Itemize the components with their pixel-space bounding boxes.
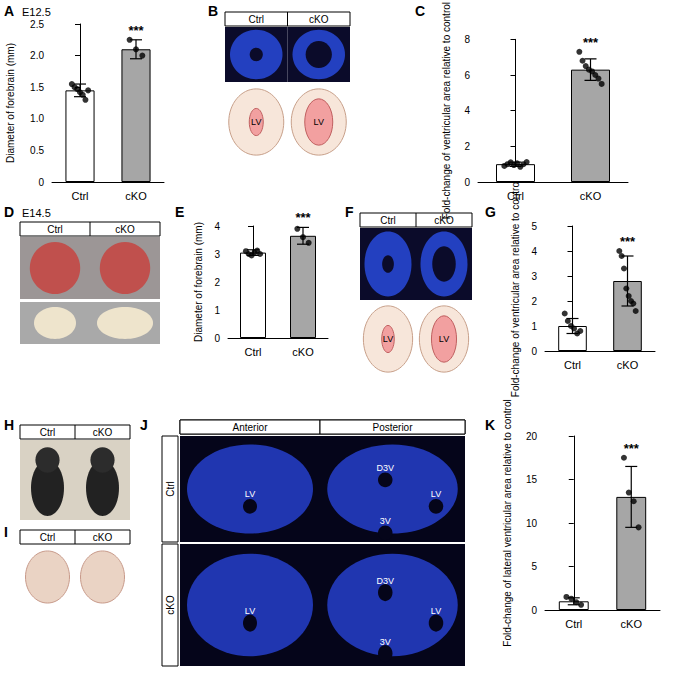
svg-text:Ctrl: Ctrl xyxy=(507,190,524,202)
svg-text:D3V: D3V xyxy=(376,463,394,473)
svg-text:Diameter of forebrain (mm): Diameter of forebrain (mm) xyxy=(5,43,16,163)
svg-text:D: D xyxy=(4,204,14,220)
svg-text:Ctrl: Ctrl xyxy=(244,346,261,358)
svg-text:LV: LV xyxy=(314,117,324,127)
svg-text:Ctrl: Ctrl xyxy=(40,532,56,543)
svg-text:Diameter of forebrain (mm): Diameter of forebrain (mm) xyxy=(193,222,204,342)
svg-text:0.5: 0.5 xyxy=(30,145,44,156)
svg-text:Ctrl: Ctrl xyxy=(71,190,88,202)
svg-text:Ctrl: Ctrl xyxy=(565,618,582,630)
svg-text:0: 0 xyxy=(531,346,537,357)
svg-text:A: A xyxy=(4,3,14,19)
svg-text:3: 3 xyxy=(531,271,537,282)
svg-text:cKO: cKO xyxy=(434,215,454,226)
svg-text:2: 2 xyxy=(531,296,537,307)
svg-text:***: *** xyxy=(295,210,311,225)
svg-text:Fold-change of ventricular are: Fold-change of ventricular area relative… xyxy=(510,180,521,397)
svg-text:cKO: cKO xyxy=(621,618,643,630)
svg-text:LV: LV xyxy=(431,489,441,499)
svg-text:LV: LV xyxy=(383,334,393,344)
svg-text:***: *** xyxy=(128,23,144,38)
svg-text:LV: LV xyxy=(251,117,261,127)
svg-text:2: 2 xyxy=(214,277,220,288)
svg-text:F: F xyxy=(345,204,354,220)
svg-text:cKO: cKO xyxy=(125,190,147,202)
svg-text:***: *** xyxy=(624,441,640,456)
svg-text:Ctrl: Ctrl xyxy=(40,427,56,438)
svg-text:Anterior: Anterior xyxy=(232,422,268,433)
svg-text:2: 2 xyxy=(464,141,470,152)
svg-text:Ctrl: Ctrl xyxy=(248,14,264,25)
svg-text:1.5: 1.5 xyxy=(30,82,44,93)
svg-text:I: I xyxy=(4,524,8,540)
svg-text:6: 6 xyxy=(464,70,470,81)
svg-text:3: 3 xyxy=(214,249,220,260)
svg-text:4: 4 xyxy=(531,246,537,257)
svg-text:B: B xyxy=(208,3,218,19)
svg-text:C: C xyxy=(415,3,425,19)
svg-text:8: 8 xyxy=(464,34,470,45)
svg-text:5: 5 xyxy=(531,561,537,572)
svg-text:***: *** xyxy=(583,35,599,50)
svg-text:4: 4 xyxy=(464,105,470,116)
svg-text:Fold-change of ventricular are: Fold-change of ventricular area relative… xyxy=(441,2,452,219)
svg-text:Ctrl: Ctrl xyxy=(564,359,581,371)
svg-text:0: 0 xyxy=(38,177,44,188)
svg-text:cKO: cKO xyxy=(309,14,329,25)
svg-text:3V: 3V xyxy=(380,516,391,526)
svg-text:1: 1 xyxy=(531,321,537,332)
svg-text:D3V: D3V xyxy=(376,576,394,586)
svg-text:LV: LV xyxy=(245,606,255,616)
svg-text:cKO: cKO xyxy=(580,190,602,202)
svg-text:0: 0 xyxy=(464,177,470,188)
svg-text:LV: LV xyxy=(245,489,255,499)
svg-text:cKO: cKO xyxy=(93,532,113,543)
svg-text:J: J xyxy=(140,417,148,433)
svg-text:Posterior: Posterior xyxy=(372,422,413,433)
svg-text:E14.5: E14.5 xyxy=(22,207,51,219)
svg-text:E: E xyxy=(175,204,184,220)
svg-text:0: 0 xyxy=(214,333,220,344)
svg-text:Ctrl: Ctrl xyxy=(47,224,63,235)
svg-text:K: K xyxy=(485,417,495,433)
svg-text:cKO: cKO xyxy=(292,346,314,358)
svg-text:cKO: cKO xyxy=(93,427,113,438)
svg-text:20: 20 xyxy=(526,431,538,442)
svg-text:***: *** xyxy=(620,234,636,249)
svg-text:15: 15 xyxy=(526,474,538,485)
svg-text:LV: LV xyxy=(439,334,449,344)
svg-text:1: 1 xyxy=(214,305,220,316)
svg-text:cKO: cKO xyxy=(617,359,639,371)
svg-text:Fold-change of lateral ventric: Fold-change of lateral ventricular area … xyxy=(502,399,513,646)
svg-text:cKO: cKO xyxy=(165,595,176,615)
svg-text:cKO: cKO xyxy=(115,224,135,235)
svg-text:3V: 3V xyxy=(380,637,391,647)
svg-text:E12.5: E12.5 xyxy=(22,6,51,18)
svg-text:5: 5 xyxy=(531,221,537,232)
svg-text:G: G xyxy=(485,204,496,220)
svg-text:Ctrl: Ctrl xyxy=(380,215,396,226)
svg-text:2.0: 2.0 xyxy=(30,50,44,61)
svg-text:1.0: 1.0 xyxy=(30,113,44,124)
svg-text:LV: LV xyxy=(431,606,441,616)
svg-text:2.5: 2.5 xyxy=(30,19,44,30)
svg-text:4: 4 xyxy=(214,221,220,232)
svg-text:H: H xyxy=(4,417,14,433)
svg-text:10: 10 xyxy=(526,518,538,529)
svg-text:Ctrl: Ctrl xyxy=(165,481,176,497)
svg-text:0: 0 xyxy=(531,605,537,616)
